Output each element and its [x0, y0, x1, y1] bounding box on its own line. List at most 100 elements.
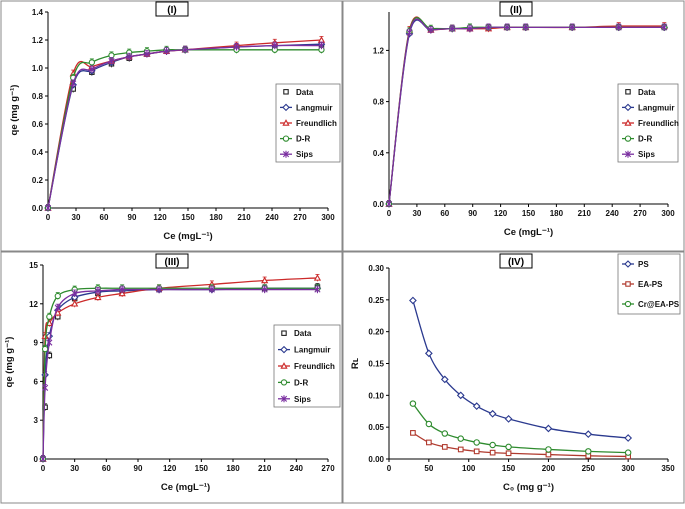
panel-4-y-tick-label: 0.30: [368, 264, 384, 273]
panel-2-x-tick-label: 90: [468, 209, 477, 218]
panel-4-point: [425, 420, 433, 428]
panel-1-point: [108, 57, 115, 65]
panel-1-legend-label: D-R: [296, 135, 310, 144]
panel-1-legend-marker: [282, 103, 290, 112]
panel-4-legend-marker: [624, 300, 632, 308]
panel-4-point: [409, 296, 417, 305]
panel-4-point: [505, 443, 512, 451]
panel-4-series-ea-ps: [410, 430, 631, 460]
panel-3-legend-marker: [280, 362, 288, 369]
panel-3-point: [42, 384, 49, 392]
panel-3-point: [261, 286, 268, 294]
panel-4-point: [504, 415, 513, 423]
panel-3-point: [71, 299, 79, 307]
panel-1-point: [271, 42, 278, 50]
panel-2-legend-label: Data: [638, 88, 656, 97]
panel-1-point: [163, 47, 170, 55]
panel-1-legend-marker: [282, 135, 290, 142]
panel-4-point: [624, 434, 633, 442]
panel-3-point: [156, 286, 163, 294]
panel-1-point: [233, 43, 240, 51]
panel-1-line-sips: [47, 44, 322, 209]
panel-4-x-tick-label: 250: [582, 464, 596, 473]
panel-3-point: [208, 286, 215, 294]
panel-2-x-tick-label: 30: [412, 209, 421, 218]
panel-3-point: [94, 293, 102, 301]
panel-3-x-tick-label: 0: [41, 464, 46, 473]
panel-1-x-tick-label: 180: [209, 213, 223, 222]
panel-3-y-tick-label: 0: [34, 455, 39, 464]
panel-4-series-cr-ea-ps: [409, 400, 632, 456]
panel-1-x-tick-label: 240: [265, 213, 279, 222]
panel-4-y-tick-label: 0.10: [368, 391, 384, 400]
panel-1-x-tick-label: 90: [128, 213, 137, 222]
panel-3-point: [46, 313, 53, 320]
panel-3-legend-marker: [281, 330, 287, 336]
panel-4-point: [505, 450, 512, 457]
panel-4-legend-marker: [624, 260, 632, 268]
panel-3-point: [46, 339, 53, 347]
panel-4-line-cr-ea-ps: [412, 403, 629, 454]
panel-2-point: [485, 23, 492, 31]
panel-4-point: [545, 446, 552, 453]
panel-3-legend-label: Langmuir: [294, 346, 330, 355]
panel-1-y-tick-label: 0.6: [32, 120, 44, 129]
panel-3-point: [118, 289, 126, 297]
panel-1-x-tick-label: 270: [293, 213, 307, 222]
panel-3-point: [314, 286, 321, 294]
panel-3-legend-marker: [280, 395, 288, 403]
panel-2-legend-label: Langmuir: [638, 103, 674, 112]
panel-1-title: (I): [167, 5, 176, 16]
panel-2-legend-marker: [624, 103, 632, 112]
panel-1-point: [126, 53, 133, 61]
panel-3-point: [313, 274, 322, 281]
panel-1-point: [44, 204, 52, 212]
panel-4-x-tick-label: 150: [502, 464, 516, 473]
panel-1-point: [70, 79, 77, 87]
panel-2-legend-marker: [625, 89, 631, 95]
panel-3-x-tick-label: 150: [195, 464, 209, 473]
panel-3-line-freundlich: [42, 277, 318, 460]
panel-1-legend-marker: [282, 150, 290, 158]
panel-4-point: [584, 430, 593, 439]
panel-2-series-sips: [385, 18, 668, 208]
panel-1-x-tick-label: 30: [72, 213, 81, 222]
panel-3-legend-label: D-R: [294, 378, 308, 387]
panel-4-x-tick-label: 100: [462, 464, 476, 473]
panel-2-y-tick-label: 1.2: [373, 46, 385, 55]
panel-3-point: [71, 289, 78, 297]
panel-4-point: [409, 400, 417, 407]
panel-2-title: (II): [510, 5, 522, 16]
panel-1-title-box: [155, 1, 189, 17]
panel-2-title-box: [499, 1, 533, 17]
panel-1-legend-marker: [283, 89, 289, 95]
panel-3-point: [42, 404, 48, 411]
panel-1-y-tick-label: 1.0: [32, 64, 44, 73]
panel-2-point: [615, 23, 622, 31]
panel-2-x-tick-label: 180: [550, 209, 564, 218]
panel-2-legend-marker: [624, 150, 632, 158]
panel-1-series-sips: [44, 41, 325, 212]
panel-4-legend-marker: [625, 281, 631, 287]
panel-2-y-tick-label: 0.0: [373, 200, 385, 209]
panel-3-y-tick-label: 3: [34, 416, 39, 425]
panel-4-point: [585, 448, 592, 455]
panel-2-point: [466, 25, 473, 33]
panel-3-y-label: qe (mg g⁻¹): [4, 337, 15, 388]
panel-2-point: [522, 23, 529, 31]
panel-4-x-label: C₀ (mg g⁻¹): [503, 482, 554, 493]
panel-3-y-tick-label: 15: [29, 261, 38, 270]
panel-1-x-tick-label: 210: [237, 213, 251, 222]
panel-2-point: [449, 25, 456, 33]
panel-4-y-tick-label: 0.20: [368, 328, 384, 337]
panel-4-legend-label: PS: [638, 260, 649, 269]
panel-3-series-sips: [39, 285, 321, 463]
panel-4-series-ps: [409, 296, 633, 442]
panel-4-point: [426, 439, 432, 446]
panel-2-x-tick-label: 210: [578, 209, 592, 218]
panel-3-point: [54, 292, 61, 300]
panel-1-x-tick-label: 300: [321, 213, 335, 222]
panel-1-y-tick-label: 0.8: [32, 92, 44, 101]
panel-3-x-tick-label: 30: [70, 464, 79, 473]
